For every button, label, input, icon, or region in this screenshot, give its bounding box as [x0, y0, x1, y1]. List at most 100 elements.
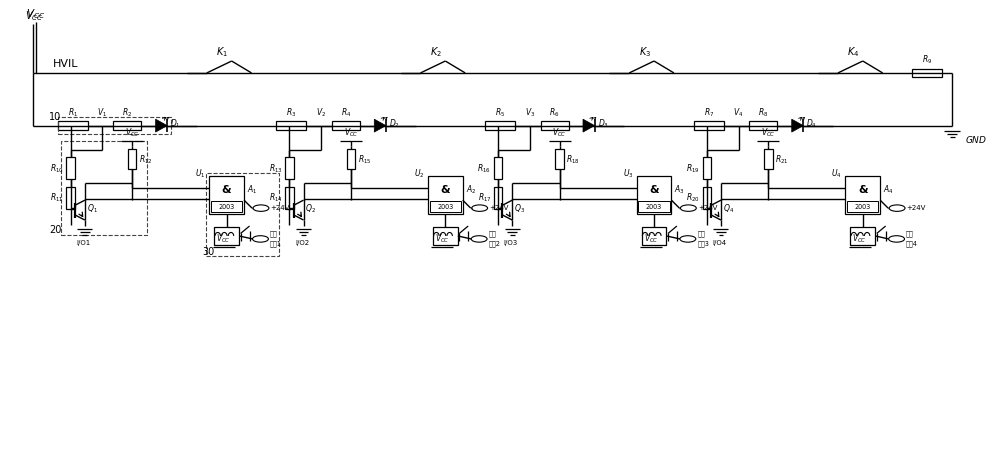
Bar [211, 202, 242, 213]
Text: $R_2$: $R_2$ [122, 106, 132, 119]
Text: $K_4$: $K_4$ [847, 45, 860, 59]
Text: HVIL: HVIL [53, 59, 78, 69]
Text: +24V: +24V [489, 205, 508, 211]
Text: $K_2$: $K_2$ [430, 45, 442, 59]
Text: 高压: 高压 [489, 231, 496, 238]
Text: 高压: 高压 [270, 231, 278, 238]
Bar [749, 122, 777, 130]
Text: $R_{12}$: $R_{12}$ [139, 153, 153, 166]
Text: $V_{CC}$: $V_{CC}$ [344, 127, 358, 139]
Text: $V_{CC}$: $V_{CC}$ [644, 233, 658, 245]
Text: I/O2: I/O2 [295, 240, 309, 246]
Text: 2003: 2003 [219, 204, 235, 210]
Bar [555, 149, 564, 170]
Text: $R_{11}$: $R_{11}$ [50, 192, 64, 204]
Bar [58, 122, 88, 130]
Text: $R_{16}$: $R_{16}$ [477, 162, 491, 175]
Text: $R_7$: $R_7$ [704, 106, 714, 119]
Text: $V_3$: $V_3$ [525, 106, 535, 119]
Text: $A_3$: $A_3$ [674, 184, 685, 196]
Text: I/O1: I/O1 [76, 240, 90, 246]
Polygon shape [156, 119, 167, 132]
Bar [494, 187, 502, 209]
Text: 高压: 高压 [697, 231, 705, 238]
Text: 2003: 2003 [855, 204, 871, 210]
Bar [541, 122, 569, 130]
Text: $Q_4$: $Q_4$ [723, 202, 734, 215]
Bar [850, 227, 875, 245]
Text: 接触3: 接触3 [697, 240, 709, 247]
Text: $R_4$: $R_4$ [341, 106, 351, 119]
Text: 10: 10 [49, 112, 61, 122]
Text: 接触2: 接触2 [489, 240, 500, 247]
Bar [847, 202, 878, 213]
Text: +24V: +24V [907, 205, 926, 211]
Text: $V_4$: $V_4$ [733, 106, 744, 119]
Text: $R_1$: $R_1$ [68, 106, 78, 119]
Bar [642, 227, 666, 245]
Text: 20: 20 [50, 225, 62, 235]
Text: I/O3: I/O3 [504, 240, 518, 246]
Text: $V_{CC}$: $V_{CC}$ [125, 127, 140, 139]
Bar [694, 122, 724, 130]
Text: $A_2$: $A_2$ [466, 184, 476, 196]
Text: 接触4: 接触4 [906, 240, 918, 247]
Text: $V_{CC}$: $V_{CC}$ [761, 127, 776, 139]
Text: $V_{CC}$: $V_{CC}$ [852, 233, 867, 245]
Bar [332, 122, 360, 130]
Text: $R_{13}$: $R_{13}$ [269, 162, 283, 175]
Text: 高压: 高压 [906, 231, 914, 238]
Text: $U_1$: $U_1$ [195, 167, 206, 180]
Text: $A_1$: $A_1$ [247, 184, 258, 196]
Text: $R_{21}$: $R_{21}$ [775, 153, 789, 166]
Text: $R_8$: $R_8$ [758, 106, 769, 119]
Bar [206, 173, 279, 256]
Text: &: & [858, 185, 868, 195]
Bar [428, 176, 463, 214]
Text: $A_4$: $A_4$ [883, 184, 894, 196]
Text: $V_{CC}$: $V_{CC}$ [552, 127, 567, 139]
Bar [912, 69, 942, 77]
Text: $V_{CC}$: $V_{CC}$ [435, 233, 450, 245]
Text: $R_9$: $R_9$ [922, 54, 933, 66]
Text: $R_3$: $R_3$ [286, 106, 296, 119]
Polygon shape [583, 119, 595, 132]
Bar [66, 187, 75, 209]
Text: $Q_3$: $Q_3$ [514, 202, 525, 215]
Bar [61, 141, 147, 235]
Bar [276, 122, 306, 130]
Text: $R_{10}$: $R_{10}$ [50, 162, 64, 175]
Text: $R_{19}$: $R_{19}$ [686, 162, 700, 175]
Bar [430, 202, 461, 213]
Text: $D_3$: $D_3$ [598, 117, 608, 130]
Text: &: & [222, 185, 231, 195]
Bar [637, 176, 671, 214]
Bar [347, 149, 355, 170]
Text: $K_1$: $K_1$ [216, 45, 228, 59]
Text: $R_{15}$: $R_{15}$ [358, 153, 371, 166]
Bar [703, 157, 711, 179]
Bar [214, 227, 239, 245]
Bar [638, 202, 670, 213]
Bar [128, 149, 136, 170]
Polygon shape [374, 119, 386, 132]
Text: $V_1$: $V_1$ [97, 106, 107, 119]
Text: I/O4: I/O4 [712, 240, 727, 246]
Text: 接触1: 接触1 [270, 240, 282, 247]
Bar [209, 176, 244, 214]
Text: &: & [649, 185, 659, 195]
Bar [66, 157, 75, 179]
Text: $V_2$: $V_2$ [316, 106, 326, 119]
Bar [58, 117, 171, 134]
Text: 30: 30 [202, 247, 214, 257]
Text: $D_1$: $D_1$ [170, 117, 181, 130]
Bar [845, 176, 880, 214]
Bar [285, 157, 294, 179]
Bar [113, 122, 141, 130]
Text: $U_3$: $U_3$ [623, 167, 633, 180]
Bar [764, 149, 773, 170]
Bar [494, 157, 502, 179]
Text: $V_{CC}$: $V_{CC}$ [25, 10, 43, 23]
Text: &: & [441, 185, 450, 195]
Text: $K_3$: $K_3$ [639, 45, 651, 59]
